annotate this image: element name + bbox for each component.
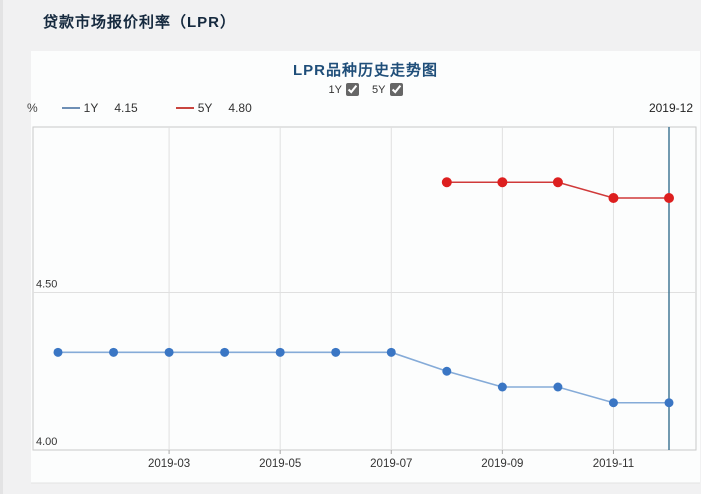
data-point-1y[interactable] xyxy=(553,382,563,392)
data-point-5y[interactable] xyxy=(441,177,452,188)
legend-1y-value: 4.15 xyxy=(114,101,138,115)
series-toggle-5y[interactable]: 5Y xyxy=(372,83,403,96)
legend-1y-label: 1Y xyxy=(83,101,99,115)
x-axis-label: 2019-03 xyxy=(148,458,190,470)
data-point-1y[interactable] xyxy=(331,347,341,357)
data-point-5y[interactable] xyxy=(552,177,563,188)
legend-5y-value: 4.80 xyxy=(228,101,252,115)
y-axis-label: 4.00 xyxy=(36,436,57,448)
x-axis-label: 2019-11 xyxy=(593,458,634,470)
toggle-5y-checkbox[interactable] xyxy=(389,83,403,96)
data-point-1y[interactable] xyxy=(109,347,119,357)
data-point-5y[interactable] xyxy=(608,193,619,203)
series-toggles: 1Y 5Y xyxy=(31,83,700,96)
data-point-5y[interactable] xyxy=(664,193,674,203)
y-axis-unit-label: % xyxy=(27,101,38,115)
series-line-1y xyxy=(58,351,669,404)
data-point-1y[interactable] xyxy=(664,398,674,408)
plot-area: 2019-03 2019-05 2019-07 2019-09 2019-11 4.00 4… xyxy=(31,126,700,484)
toggle-1y-label: 1Y xyxy=(328,84,342,96)
series-toggle-1y[interactable]: 1Y xyxy=(328,83,359,96)
legend-item-5y[interactable]: 5Y xyxy=(175,101,213,115)
data-point-1y[interactable] xyxy=(442,366,452,376)
plot-border xyxy=(32,126,697,451)
y-axis-label: 4.50 xyxy=(36,279,57,291)
chart-panel: LPR品种历史走势图 1Y 5Y xyxy=(31,51,700,483)
legend-5y-swatch-icon xyxy=(175,107,194,109)
legend-1y-swatch-icon xyxy=(61,107,80,109)
data-point-1y[interactable] xyxy=(164,347,174,357)
data-point-5y[interactable] xyxy=(497,177,508,188)
legend-row: % 1Y 4.15 5Y 4.80 2019-12 xyxy=(27,101,693,115)
chart-title: LPR品种历史走势图 xyxy=(292,62,438,79)
data-point-1y[interactable] xyxy=(608,398,618,408)
toggle-1y-checkbox[interactable] xyxy=(345,83,359,96)
toggle-5y-label: 5Y xyxy=(372,84,386,96)
legend-item-1y[interactable]: 1Y xyxy=(61,101,99,115)
data-point-1y[interactable] xyxy=(53,347,63,357)
x-axis-label: 2019-05 xyxy=(259,458,301,470)
x-axis-label: 2019-09 xyxy=(481,458,523,470)
current-period-label: 2019-12 xyxy=(648,101,693,115)
page-title: 贷款市场报价利率（LPR） xyxy=(43,14,237,31)
legend-5y-label: 5Y xyxy=(197,101,213,115)
data-point-1y[interactable] xyxy=(497,382,507,392)
data-point-1y[interactable] xyxy=(275,347,285,357)
x-axis-label: 2019-07 xyxy=(370,458,412,470)
data-point-1y[interactable] xyxy=(220,347,230,357)
data-point-1y[interactable] xyxy=(386,347,396,357)
